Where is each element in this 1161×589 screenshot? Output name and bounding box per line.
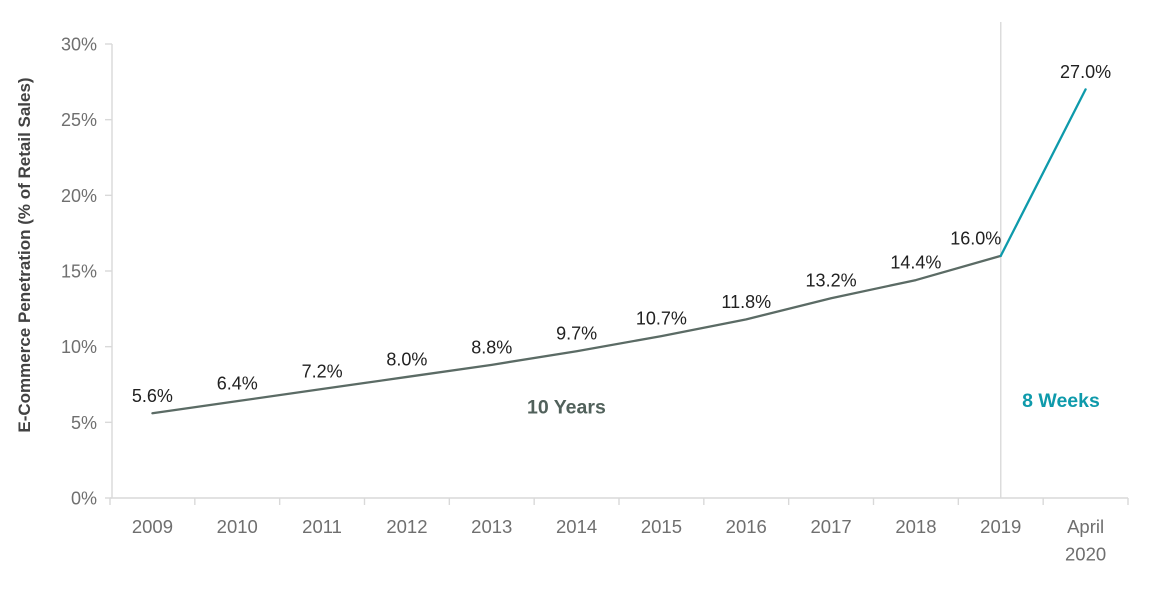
y-tick-label: 20% xyxy=(61,186,97,206)
data-label: 11.8% xyxy=(721,292,771,312)
data-label: 7.2% xyxy=(302,362,343,382)
x-tick-label: 2013 xyxy=(471,516,512,537)
data-label: 10.7% xyxy=(636,309,687,329)
y-tick-label: 5% xyxy=(71,413,97,433)
x-tick-label: 2014 xyxy=(556,516,597,537)
data-label: 13.2% xyxy=(806,271,857,291)
x-tick-label: 2012 xyxy=(386,516,427,537)
annotation: 8 Weeks xyxy=(1022,390,1100,412)
y-tick-label: 25% xyxy=(61,110,97,130)
data-labels: 5.6% 6.4% 7.2% 8.0% 8.8% 9.7% 10.7% 11.8% 13.2% 1… xyxy=(132,62,1111,406)
x-tick-label: 2016 xyxy=(726,516,767,537)
x-tick-label: 2011 xyxy=(302,516,342,537)
data-label: 27.0% xyxy=(1060,62,1111,82)
x-tick-label: 2015 xyxy=(641,516,682,537)
y-tick-label: 30% xyxy=(61,35,97,55)
data-label: 8.0% xyxy=(386,349,427,369)
x-tick-label: 2019 xyxy=(980,516,1021,537)
data-label: 16.0% xyxy=(950,228,1001,248)
annotation: 10 Years xyxy=(527,396,606,418)
data-label: 14.4% xyxy=(890,253,941,273)
x-axis: 2009 2010 2011 2012 2013 2014 2015 2016 2017 2018… xyxy=(109,497,1129,565)
series-line-main xyxy=(151,254,1002,415)
y-axis-title: E-Commerce Penetration (% of Retail Sale… xyxy=(15,77,34,432)
data-label: 8.8% xyxy=(471,337,512,357)
data-label: 6.4% xyxy=(217,374,258,394)
x-tick-label: 2010 xyxy=(217,516,258,537)
y-tick-label: 0% xyxy=(71,489,97,509)
x-tick-label: 2017 xyxy=(811,516,852,537)
x-tick-label: 2018 xyxy=(895,516,936,537)
data-label: 5.6% xyxy=(132,386,173,406)
y-axis: 0% 5% 10% 15% 20% 25% 30% xyxy=(61,35,113,509)
data-label: 9.7% xyxy=(556,324,597,344)
x-tick-label: April 2020 xyxy=(1065,516,1106,565)
series-line-highlight xyxy=(999,88,1087,258)
x-tick-label: 2009 xyxy=(132,516,173,537)
y-tick-label: 15% xyxy=(61,262,97,282)
y-tick-label: 10% xyxy=(61,337,97,357)
